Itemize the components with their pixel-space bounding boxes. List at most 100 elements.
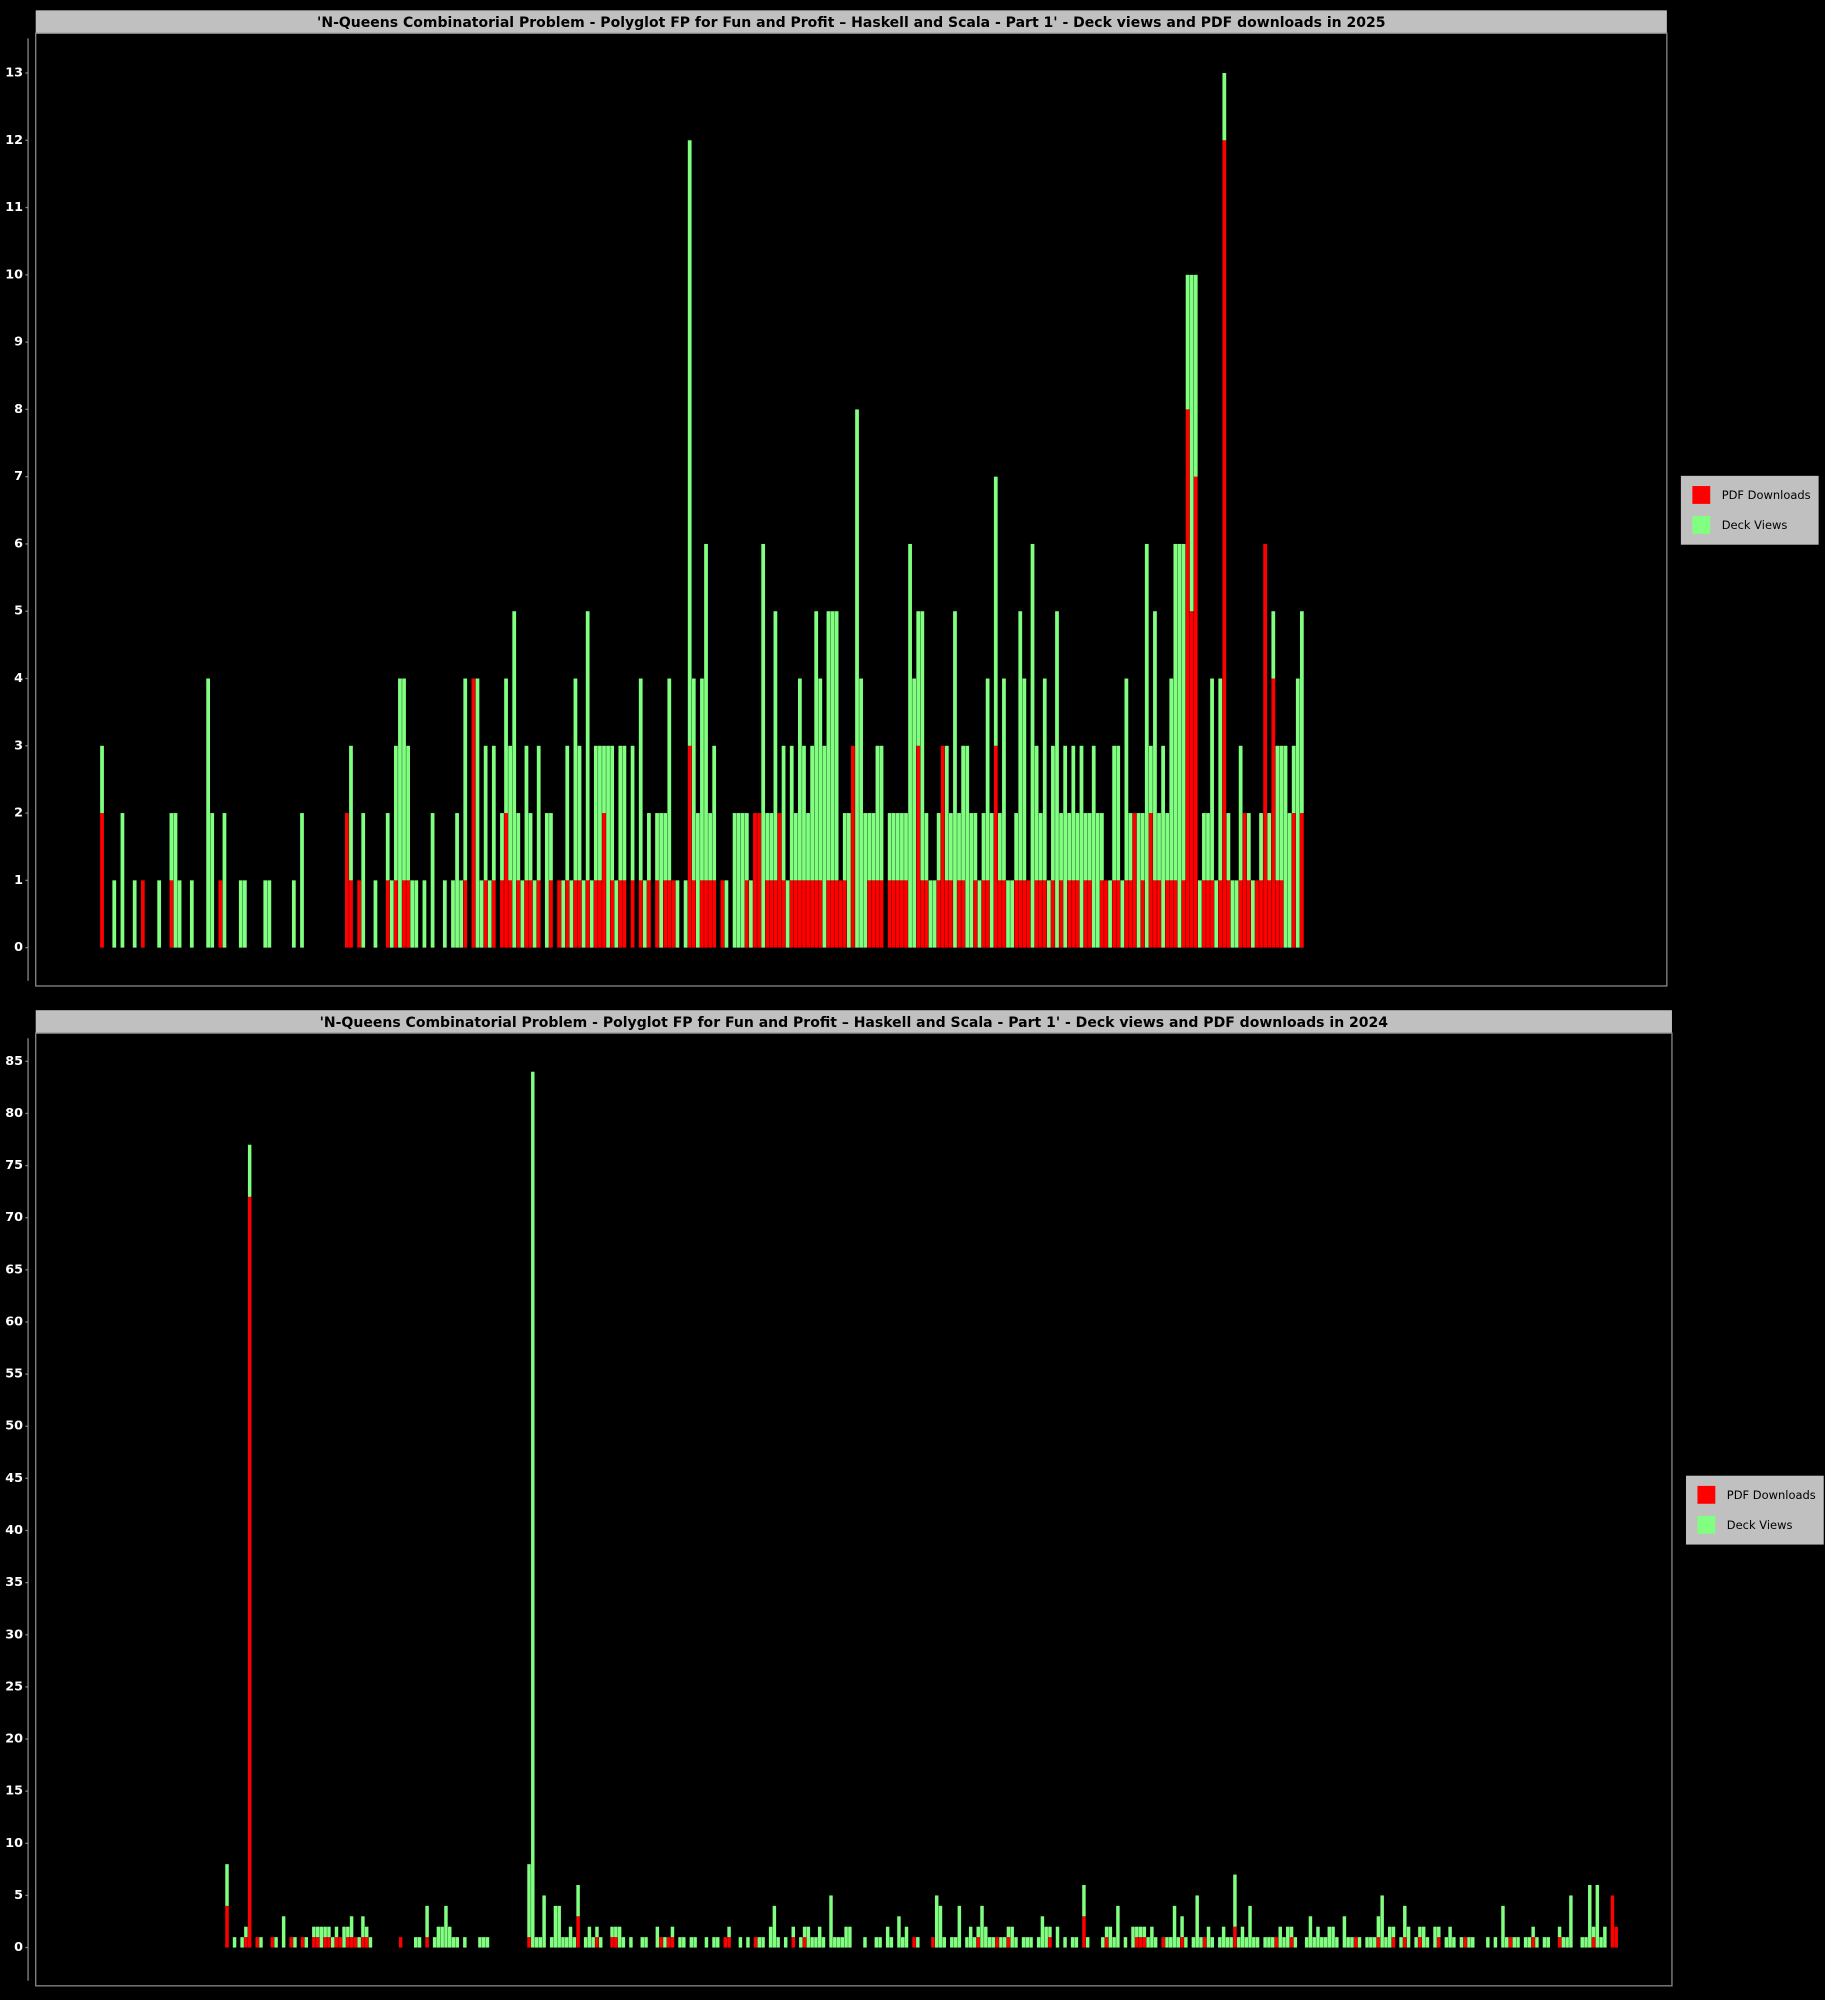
bar-segment [1146, 1937, 1150, 1948]
bar-segment [916, 745, 921, 948]
bar-segment [997, 880, 1002, 948]
y-tick-label: 9 [14, 335, 23, 350]
y-tick-label: 1 [14, 873, 23, 888]
bar-segment [1042, 678, 1047, 881]
bar-segment [1026, 880, 1031, 948]
bar-segment [1063, 745, 1068, 948]
bar-segment [1267, 1937, 1271, 1948]
bar-segment [773, 611, 778, 881]
bar-segment [210, 813, 215, 948]
bar-segment [222, 813, 227, 948]
bar-segment [1180, 1916, 1184, 1938]
bar-segment [1181, 880, 1186, 948]
bar-segment [1165, 813, 1170, 881]
bar-segment [1218, 880, 1223, 948]
bar-segment [451, 880, 455, 948]
bar-segment [595, 1926, 599, 1938]
y-tick-label: 7 [14, 469, 23, 484]
bar-segment [1034, 880, 1039, 948]
bar-segment [644, 1937, 648, 1948]
bar-segment [385, 880, 390, 948]
bar-segment [242, 880, 247, 948]
bar-segment [1202, 813, 1206, 881]
bar-segment [1070, 1937, 1075, 1948]
bar-segment [527, 1937, 531, 1948]
bar-segment [1595, 1885, 1600, 1948]
bar-segment [1486, 1937, 1490, 1948]
bar-segment [1157, 813, 1161, 881]
bar-segment [274, 1937, 278, 1948]
bar-segment [1267, 880, 1272, 948]
bar-segment [524, 880, 529, 948]
bar-segment [1048, 1926, 1052, 1938]
bar-segment [577, 745, 582, 881]
y-tick-label: 3 [14, 738, 23, 753]
bar-segment [1071, 880, 1076, 948]
bar-segment [830, 611, 835, 881]
bar-segment [1014, 1937, 1018, 1948]
bar-segment [414, 1937, 418, 1948]
bar-segment [944, 745, 949, 881]
bar-segment [675, 880, 680, 948]
bar-segment [247, 1196, 252, 1948]
bar-segment [1342, 1916, 1347, 1948]
bar-segment [1252, 1937, 1256, 1948]
bar-segment [1131, 1926, 1135, 1948]
bar-segment [593, 745, 598, 881]
bar-segment [802, 880, 806, 948]
bar-segment [1006, 1937, 1011, 1948]
bar-segment [904, 880, 908, 948]
bar-segment [1082, 1885, 1086, 1917]
bar-segment [425, 1937, 429, 1948]
bar-segment [323, 1937, 327, 1948]
bar-segment [944, 880, 949, 948]
bar-segment [1022, 880, 1027, 948]
bar-segment [791, 1937, 795, 1948]
bar-segment [602, 813, 606, 948]
bar-segment [1561, 1937, 1566, 1948]
bar-segment [993, 476, 998, 746]
bar-segment [1295, 678, 1300, 948]
bar-segment [936, 880, 941, 948]
bar-segment [683, 880, 688, 948]
bar-segment [1100, 813, 1104, 881]
bar-segment [806, 1926, 811, 1948]
bar-segment [727, 1926, 731, 1938]
bar-segment [232, 1937, 237, 1948]
bar-segment [312, 1926, 316, 1938]
bar-segment [1516, 1937, 1520, 1948]
bar-segment [848, 1926, 852, 1948]
bar-segment [1150, 1926, 1154, 1948]
bar-segment [965, 1937, 969, 1948]
bar-segment [561, 1937, 565, 1948]
bar-segment [1202, 1937, 1207, 1948]
bar-segment [516, 880, 521, 948]
bar-segment [746, 1937, 750, 1948]
bar-segment [617, 1926, 622, 1948]
bar-segment [723, 1937, 728, 1948]
bar-segment [817, 1926, 822, 1948]
bar-segment [712, 745, 717, 881]
bar-segment [704, 880, 708, 948]
bar-segment [1271, 611, 1276, 679]
bar-segment [836, 1937, 841, 1948]
bar-segment [647, 880, 651, 948]
bar-segment [345, 813, 349, 948]
y-tick-label: 35 [5, 1575, 23, 1590]
bar-segment [838, 880, 843, 948]
bar-segment [972, 1937, 977, 1948]
legend-label: Deck Views [1722, 518, 1788, 532]
bar-segment [300, 1937, 305, 1948]
bar-segment [342, 1926, 346, 1948]
bar-segment [822, 745, 827, 948]
bar-segment [984, 1926, 988, 1948]
bar-segment [885, 1926, 890, 1948]
bar-segment [1421, 1926, 1426, 1948]
bar-segment [1240, 1926, 1245, 1948]
y-tick-label: 80 [5, 1106, 23, 1121]
bar-segment [528, 880, 533, 948]
bar-segment [1493, 1937, 1498, 1948]
bar-segment [687, 140, 692, 746]
bar-segment [1002, 880, 1006, 948]
y-tick-label: 40 [5, 1523, 23, 1538]
